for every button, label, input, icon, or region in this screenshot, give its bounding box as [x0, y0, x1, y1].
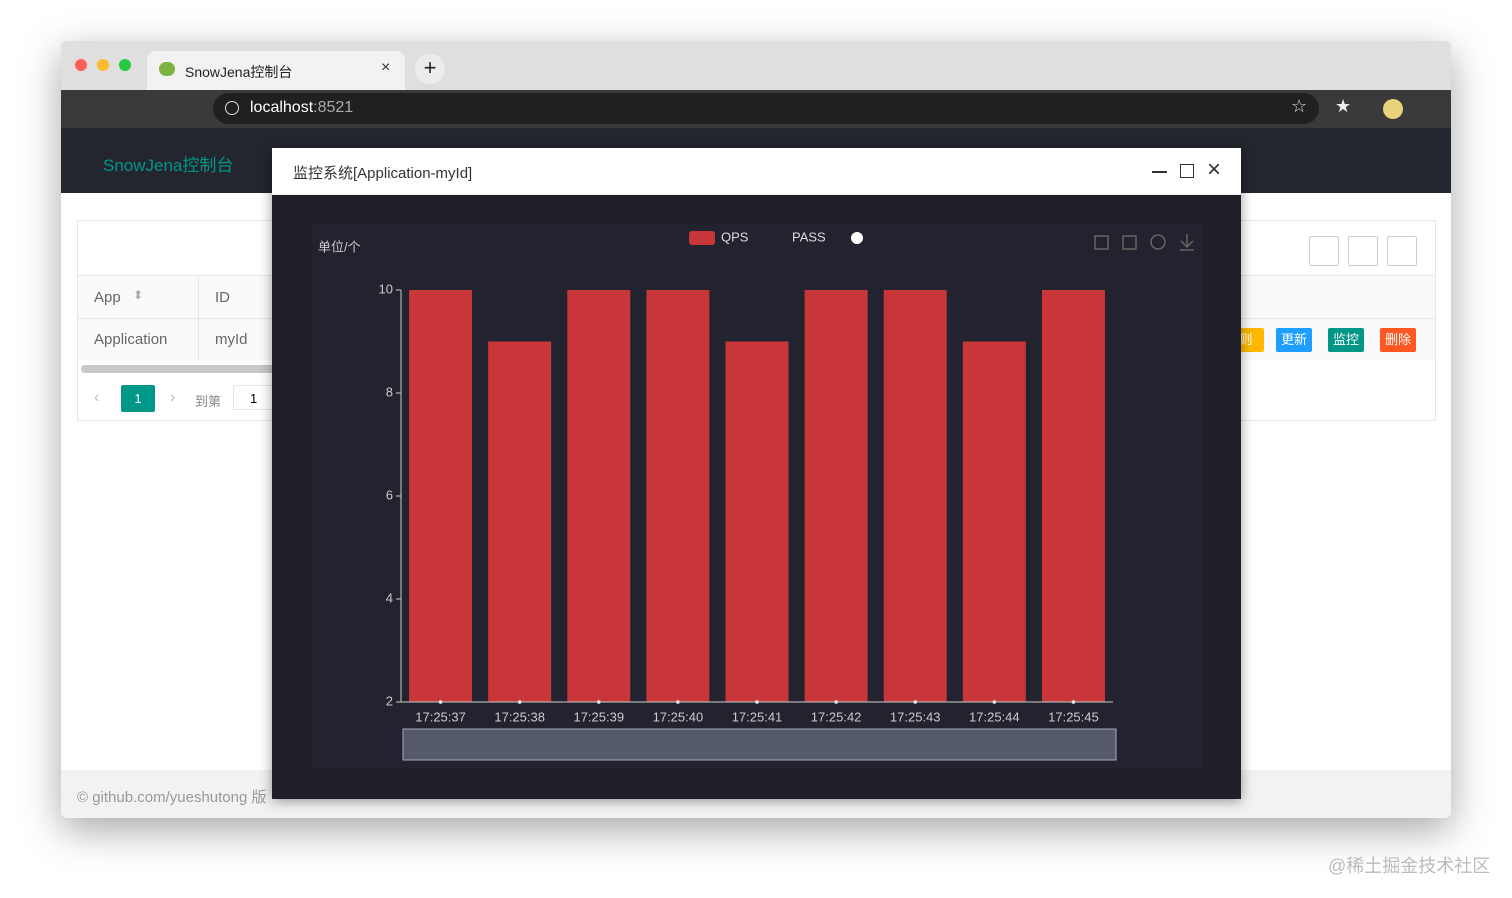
th-app[interactable]: App [94, 289, 121, 306]
bookmark[interactable]: ★ [1335, 96, 1352, 116]
y-tick-label: 6 [386, 487, 393, 502]
x-tick-label: 17:25:44 [969, 709, 1020, 724]
action-monitor[interactable]: 监控 [1328, 328, 1364, 352]
modal-title: 监控系统[Application-myId] [293, 165, 473, 182]
x-tick-label: 17:25:42 [811, 709, 862, 724]
watermark: @稀土掘金技术社区 [1328, 856, 1491, 876]
bar [567, 290, 631, 702]
bar [646, 290, 710, 702]
data-zoom[interactable] [402, 728, 1117, 761]
bar [883, 290, 947, 702]
cols-btn[interactable] [1309, 236, 1339, 266]
star[interactable]: ☆ [1291, 96, 1308, 116]
td-app: Application [94, 331, 168, 348]
action-update[interactable]: 更新 [1276, 328, 1312, 352]
export-btn[interactable] [1348, 236, 1378, 266]
bar [804, 290, 868, 702]
modal-close[interactable]: × [1207, 156, 1222, 183]
x-tick-label: 17:25:40 [653, 709, 704, 724]
x-tick-label: 17:25:45 [1048, 709, 1099, 724]
tab-title: SnowJena控制台 [185, 64, 293, 80]
page-current[interactable]: 1 [121, 385, 155, 412]
legend-swatch [851, 232, 863, 244]
x-tick-label: 17:25:41 [732, 709, 783, 724]
th-id: ID [215, 289, 230, 306]
col-line [198, 275, 199, 359]
max-dot[interactable] [119, 59, 131, 71]
brand[interactable]: SnowJena控制台 [103, 156, 234, 175]
modal-max[interactable] [1180, 164, 1194, 178]
prev[interactable]: ‹ [94, 389, 100, 406]
print-btn[interactable] [1387, 236, 1417, 266]
bar [725, 341, 789, 702]
legend-label: QPS [721, 229, 749, 244]
toolbox[interactable] [1094, 234, 1194, 251]
url-host: localhost [250, 99, 314, 116]
new-tab[interactable]: + [415, 54, 445, 84]
x-tick-label: 17:25:39 [573, 709, 624, 724]
bar [962, 341, 1026, 702]
min-dot[interactable] [97, 59, 109, 71]
next[interactable]: › [170, 389, 176, 406]
action-delete[interactable]: 删除 [1380, 328, 1416, 352]
info-icon [225, 101, 239, 115]
tab-close[interactable]: × [381, 59, 391, 76]
address-bar[interactable]: localhost:8521 ☆ [213, 93, 1319, 124]
x-tick-label: 17:25:43 [890, 709, 941, 724]
bar [409, 290, 473, 702]
td-id: myId [215, 331, 248, 348]
tab[interactable]: SnowJena控制台 × [147, 51, 405, 90]
legend-label: PASS [792, 229, 826, 244]
y-tick-label: 8 [386, 384, 393, 399]
favicon [159, 62, 175, 76]
close-dot[interactable] [75, 59, 87, 71]
y-tick-label: 10 [379, 281, 393, 296]
url: localhost:8521 [250, 99, 353, 117]
avatar[interactable] [1383, 99, 1403, 119]
y-tick-label: 4 [386, 590, 393, 605]
bar [1041, 290, 1105, 702]
y-axis-label: 单位/个 [318, 239, 361, 254]
url-port: :8521 [313, 99, 354, 116]
sort-icon[interactable]: ⬍ [133, 288, 144, 302]
x-tick-label: 17:25:38 [494, 709, 545, 724]
footer-text: © github.com/yueshutong 版 [77, 789, 267, 806]
goto-label: 到第 [195, 394, 222, 409]
modal-header [272, 148, 1241, 195]
y-tick-label: 2 [386, 693, 393, 708]
x-tick-label: 17:25:37 [415, 709, 466, 724]
legend-swatch [689, 231, 715, 245]
bar [488, 341, 552, 702]
modal-min[interactable] [1152, 171, 1167, 173]
